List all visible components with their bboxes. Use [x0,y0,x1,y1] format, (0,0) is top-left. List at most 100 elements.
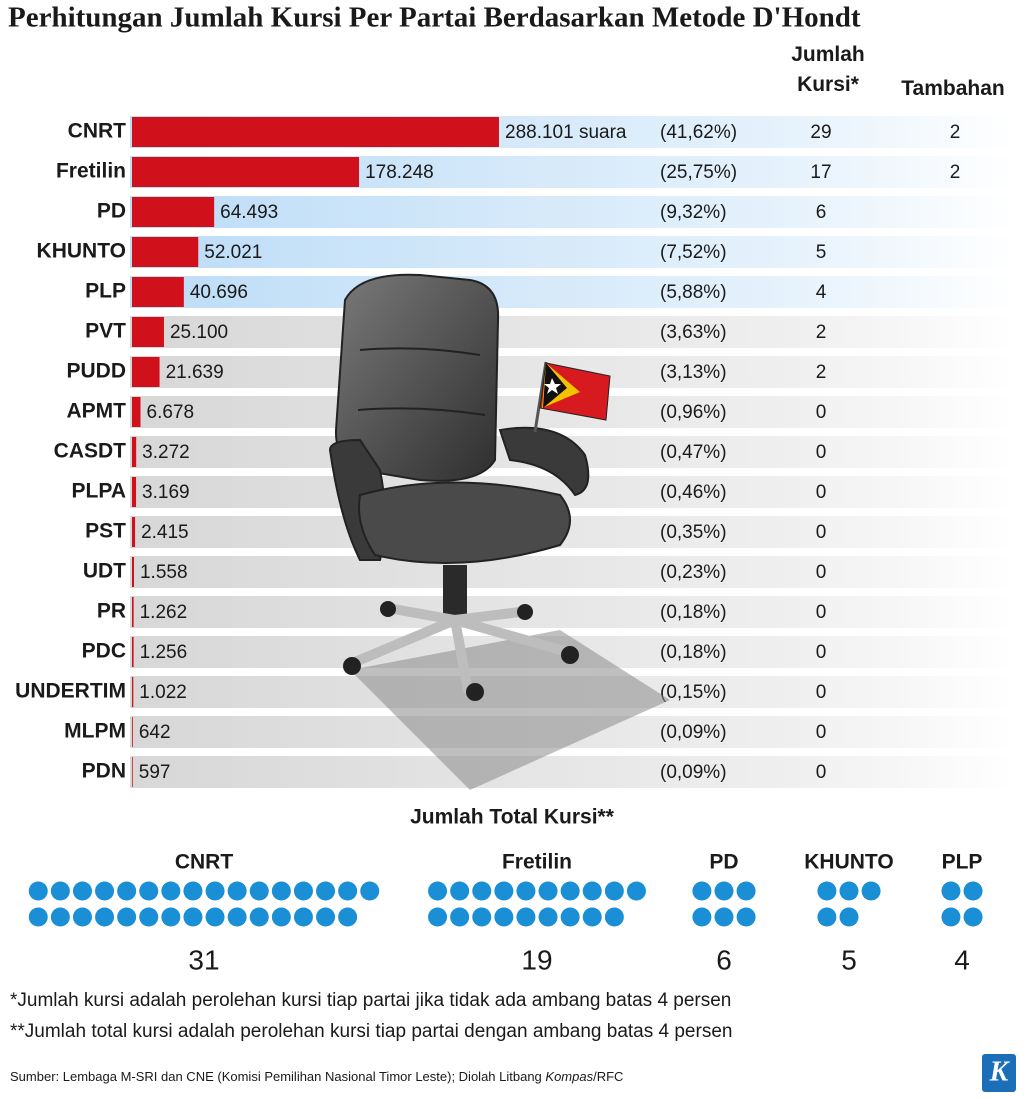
note: *Jumlah kursi adalah perolehan kursi tia… [10,990,732,1011]
row-background [130,316,1015,348]
seat-dot [72,907,92,927]
source-text: Kompas [545,1069,594,1084]
seat-dot [360,881,380,901]
seat-dot [72,881,92,901]
seat-dot [692,907,712,927]
seats-value: 0 [816,562,827,583]
share-label: (0,09%) [660,722,727,743]
category-label: PLPA [72,480,126,503]
seat-dots [817,881,881,927]
seat-dot [271,907,291,927]
totals-value: 31 [188,944,219,975]
value-label: 642 [139,722,171,743]
seat-dot [736,881,756,901]
seat-dot [316,881,336,901]
seat-dot [205,881,225,901]
seat-dot [963,907,983,927]
value-label: 1.022 [139,682,187,703]
totals-value: 19 [521,944,552,975]
value-label: 597 [139,762,171,783]
bar [132,317,164,347]
seat-dot [249,881,269,901]
bar [132,397,141,427]
value-label: 52.021 [204,242,262,263]
category-label: Fretilin [56,160,126,183]
bar [132,717,133,747]
seat-dot [714,907,734,927]
seat-dot [50,881,70,901]
category-label: PST [85,520,126,543]
seat-dot [428,907,448,927]
bar [132,117,499,147]
source-text: Sumber: Lembaga M-SRI dan CNE (Komisi Pe… [10,1069,546,1084]
seat-dots [941,881,983,927]
seats-value: 0 [816,402,827,423]
share-label: (41,62%) [660,122,737,143]
bar [132,437,137,467]
value-label: 40.696 [190,282,248,303]
seat-dot [28,907,48,927]
totals-value: 5 [841,944,857,975]
value-label: 6.678 [147,402,195,423]
seats-value: 0 [816,602,827,623]
share-label: (0,47%) [660,442,727,463]
row-background [130,196,1015,228]
seat-dot [117,881,137,901]
row-background [130,556,1015,588]
bar [132,557,134,587]
seat-dot [817,881,837,901]
value-label: 21.639 [166,362,224,383]
category-label: APMT [67,400,127,423]
seat-dot [963,881,983,901]
seat-dot [494,881,514,901]
rows: CNRT 288.101 suara (41,62%) 29 2 Fretilin 178.… [15,116,1015,788]
source: Sumber: Lembaga M-SRI dan CNE (Komisi Pe… [10,1069,623,1084]
value-label: 64.493 [220,202,278,223]
totals-category: CNRT [175,851,233,874]
seat-dots [692,881,756,927]
seat-dot [28,881,48,901]
bar [132,477,137,507]
seat-dot [714,881,734,901]
category-label: PDN [82,760,126,783]
seats-value: 2 [816,322,827,343]
seat-dot [941,907,961,927]
row-background [130,756,1015,788]
share-label: (3,13%) [660,362,727,383]
value-label: 1.262 [140,602,188,623]
seats-value: 6 [816,202,827,223]
category-label: PLP [85,280,126,303]
seat-dot [560,907,580,927]
value-label: 3.169 [142,482,190,503]
seat-dots [28,881,380,927]
row-background [130,276,1015,308]
seat-dot [338,907,358,927]
seats-value: 0 [816,762,827,783]
seat-dot [428,881,448,901]
chair-illustration [328,273,670,790]
seats-value: 17 [810,162,831,183]
totals-category: PD [709,851,738,874]
totals-value: 6 [716,944,732,975]
category-label: PVT [85,320,126,343]
value-label: 25.100 [170,322,228,343]
seat-dot [736,907,756,927]
seat-dot [139,907,159,927]
seat-dot [205,907,225,927]
category-label: PUDD [66,360,126,383]
value-label: 1.558 [140,562,188,583]
totals: CNRT 31 Fretilin 19 PD 6 KHUNTO 5 PLP 4 [28,851,983,975]
bar [132,237,199,267]
seat-dot [293,907,313,927]
bar [132,637,134,667]
seats-value: 0 [816,722,827,743]
seat-dot [50,907,70,927]
seat-dot [516,907,536,927]
seats-value: 4 [816,282,827,303]
source-text: /RFC [593,1069,624,1084]
category-label: KHUNTO [37,240,126,263]
seat-dot [450,881,470,901]
share-label: (0,18%) [660,642,727,663]
